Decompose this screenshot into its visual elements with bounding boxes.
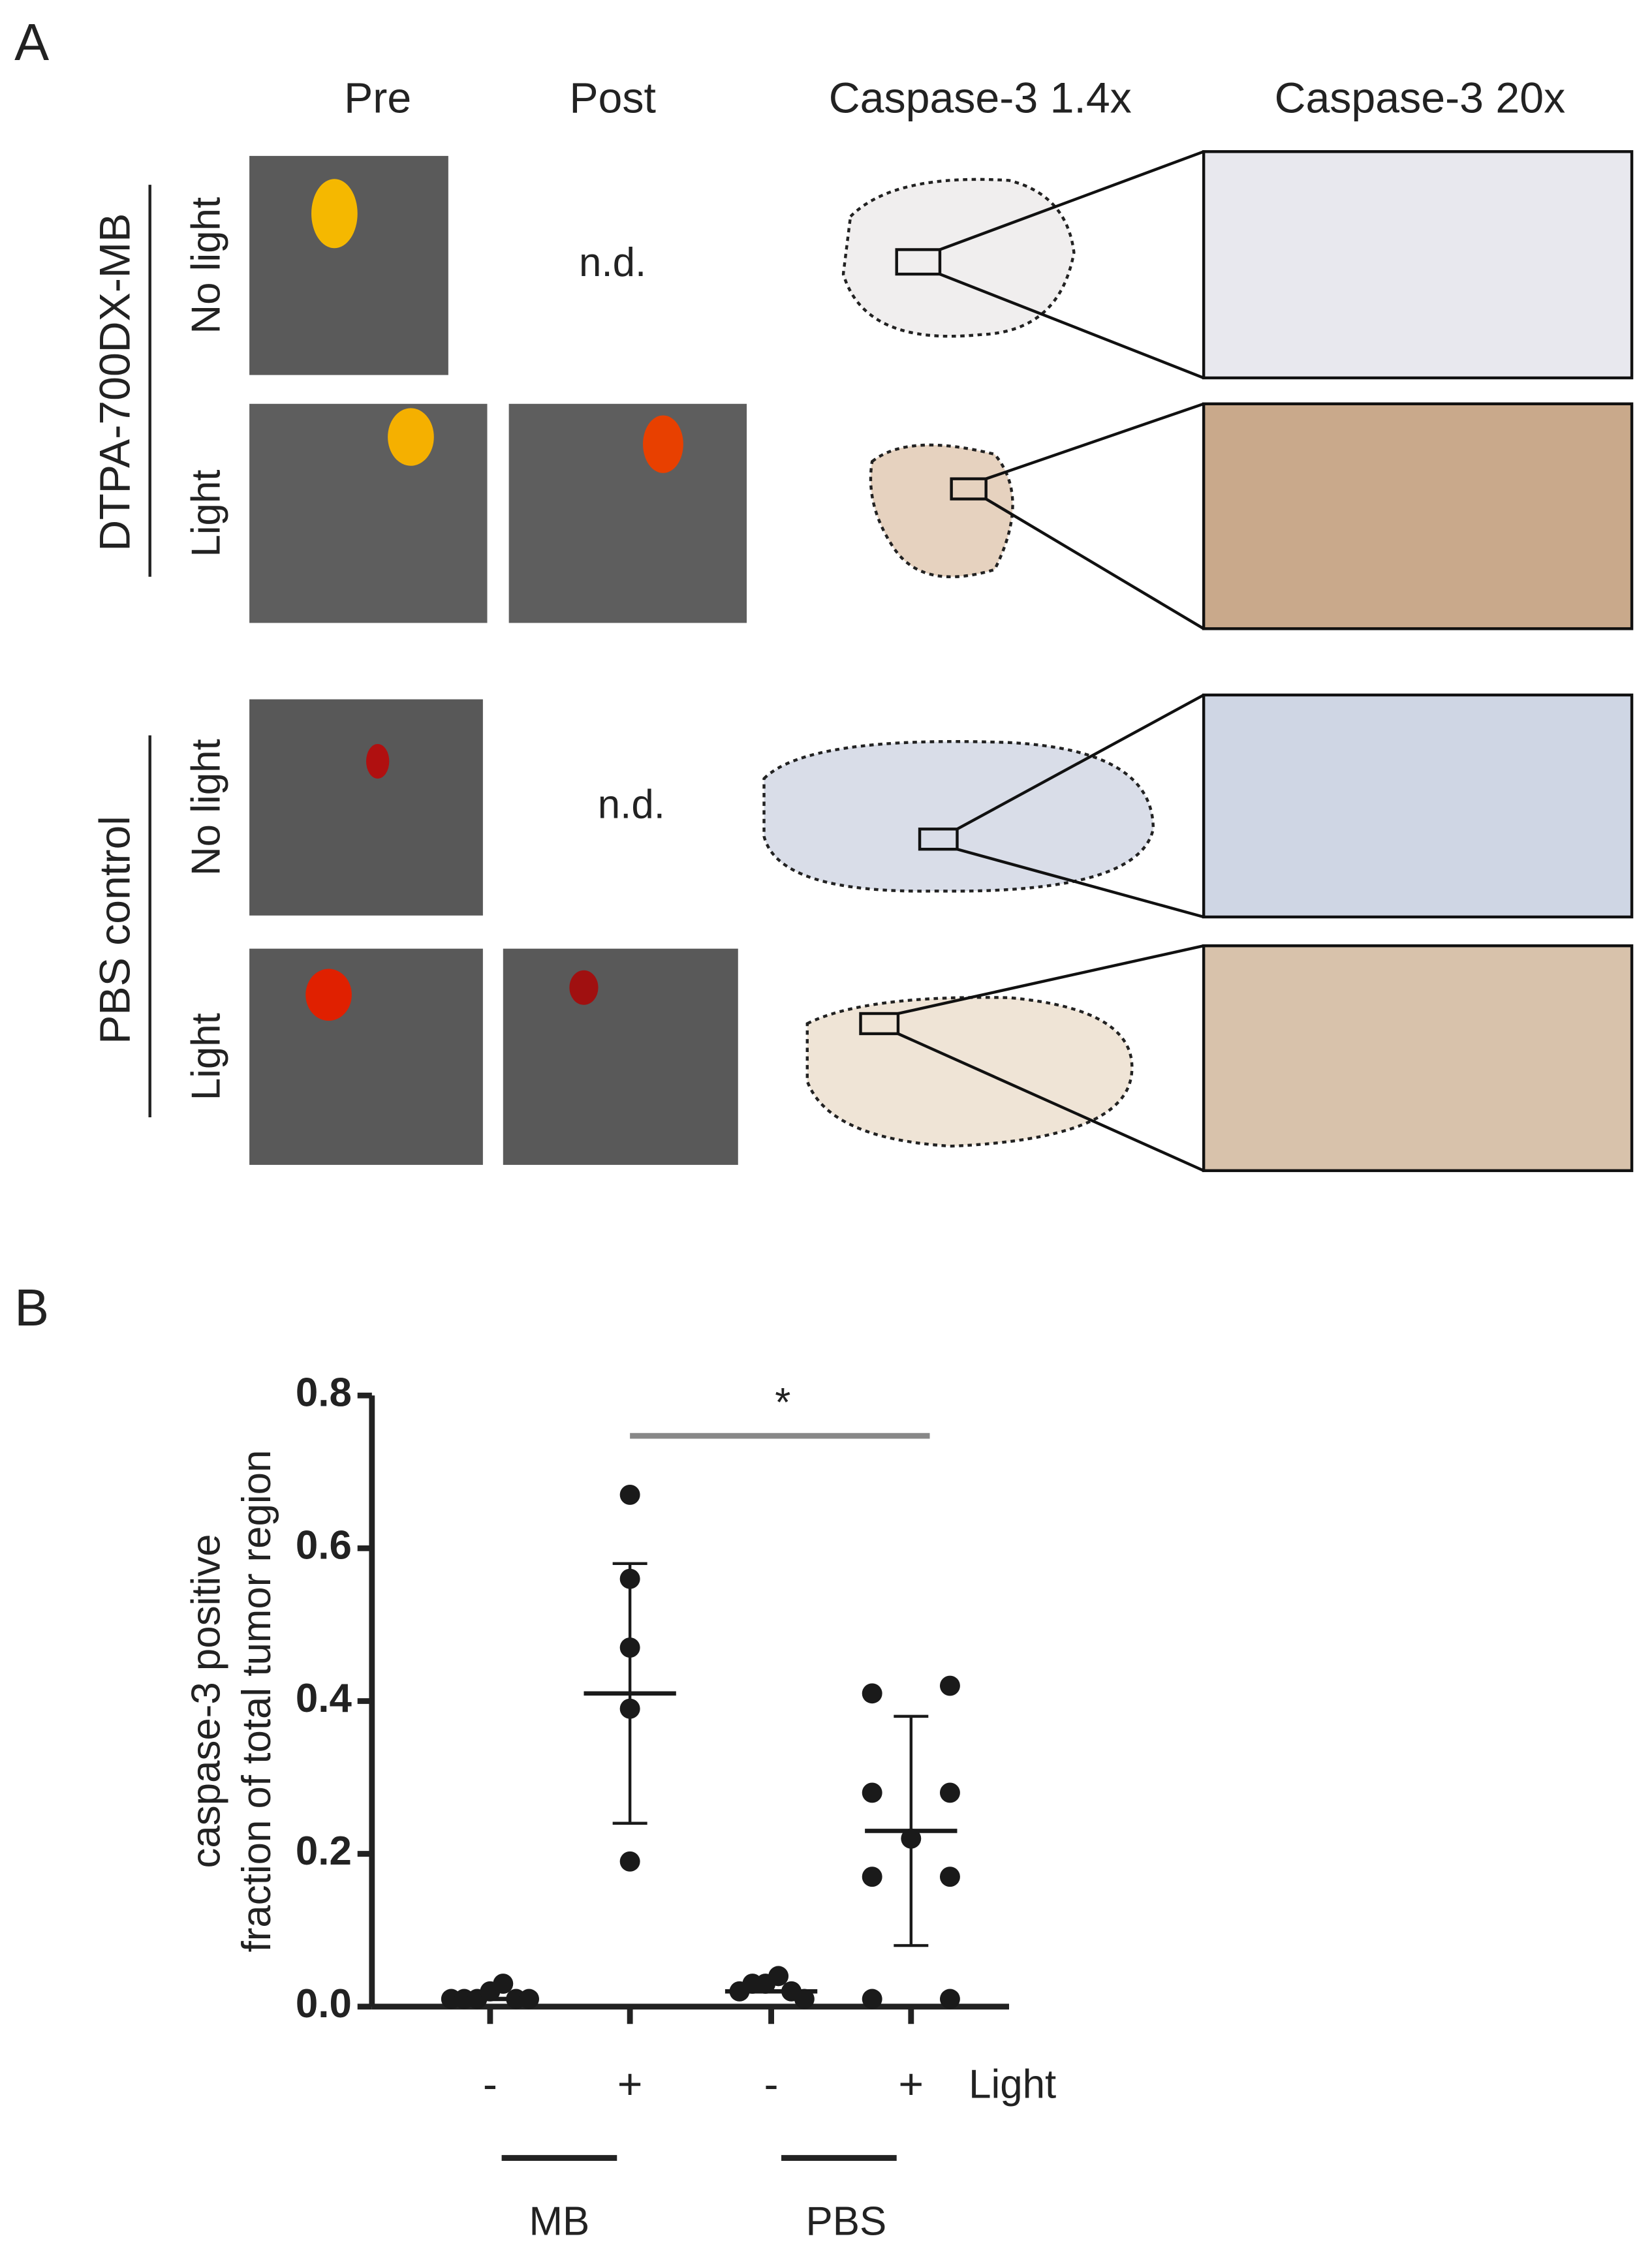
data-point <box>939 1675 960 1696</box>
y-tick-label: 0.2 <box>296 1829 352 1874</box>
data-point <box>939 1989 960 2009</box>
column-header: Post <box>569 74 656 122</box>
data-point <box>939 1782 960 1803</box>
fluorescence <box>311 179 358 249</box>
zoom-boxes <box>859 150 1634 1172</box>
fluorescence <box>305 968 352 1021</box>
y-tick-label: 0.0 <box>296 1981 352 2026</box>
fluorescence <box>643 415 683 473</box>
group-label: MB <box>529 2199 590 2244</box>
mouse-images <box>249 155 747 1165</box>
group-label: PBS control <box>91 816 140 1044</box>
mouse-image <box>508 403 747 623</box>
column-header: Caspase-3 1.4x <box>829 74 1132 122</box>
y-tick-label: 0.8 <box>296 1371 352 1416</box>
fluorescence <box>569 970 599 1005</box>
x-tick-label: - <box>764 2060 779 2109</box>
mouse-image <box>249 699 483 916</box>
row-label: No light <box>184 739 229 876</box>
data-point <box>862 1989 882 2009</box>
tissue <box>869 443 1014 578</box>
x-tick-label: + <box>617 2060 643 2109</box>
y-axis-label: caspase-3 positive <box>184 1534 229 1868</box>
mouse-image <box>249 948 483 1165</box>
fluorescence <box>388 408 434 466</box>
group-label: DTPA-700DX-MB <box>91 213 140 551</box>
mouse-image <box>249 403 488 623</box>
data-point <box>862 1683 882 1704</box>
column-header: Caspase-3 20x <box>1275 74 1566 122</box>
y-tick-label: 0.4 <box>296 1676 352 1721</box>
row-label: Light <box>184 1013 229 1100</box>
panel-label: A <box>14 13 49 71</box>
tissue-sections <box>762 178 1155 1148</box>
not-detected: n.d. <box>579 240 646 285</box>
data-point <box>862 1867 882 1887</box>
data-point <box>939 1867 960 1887</box>
panel-label: B <box>14 1278 49 1337</box>
tissue <box>841 178 1076 338</box>
fluorescence <box>366 744 390 779</box>
data-point <box>768 1966 789 1987</box>
data-point <box>619 1851 640 1872</box>
group-label: PBS <box>806 2199 887 2244</box>
data-point <box>862 1782 882 1803</box>
tissue <box>762 740 1155 893</box>
y-tick-label: 0.6 <box>296 1523 352 1568</box>
data-point <box>794 1989 815 2009</box>
x-axis-label: Light <box>969 2062 1056 2107</box>
tissue <box>805 996 1134 1148</box>
y-axis-label: fraction of total tumor region <box>234 1450 279 1953</box>
mouse-image <box>503 948 738 1165</box>
row-label: Light <box>184 470 229 557</box>
not-detected: n.d. <box>598 782 665 828</box>
x-tick-label: + <box>898 2060 924 2109</box>
column-header: Pre <box>344 74 411 122</box>
data-point <box>493 1974 514 1994</box>
row-label: No light <box>184 197 229 334</box>
data-point <box>619 1484 640 1505</box>
x-tick-label: - <box>483 2060 497 2109</box>
significance: * <box>775 1380 790 1425</box>
